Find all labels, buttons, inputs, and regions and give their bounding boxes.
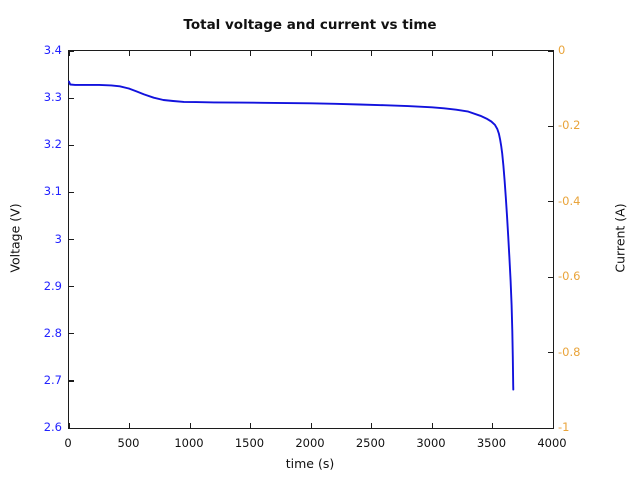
x-tick-mark-top [552, 51, 554, 56]
y-tick-mark-left [69, 191, 74, 194]
x-tick-mark [492, 423, 494, 428]
y-tick-label-left: 3.4 [43, 43, 62, 57]
x-tick-mark-top [492, 51, 494, 56]
y-tick-label-left: 3.1 [43, 184, 62, 199]
x-tick-mark [552, 423, 554, 428]
chart-title: Total voltage and current vs time [183, 17, 437, 33]
y-tick-mark-left [69, 50, 74, 52]
x-tick-label: 2000 [295, 436, 325, 450]
plot-area [68, 50, 554, 429]
voltage-curve [68, 80, 515, 391]
x-tick-mark-top [310, 51, 312, 56]
x-tick-mark [310, 423, 312, 428]
x-tick-mark-top [371, 51, 373, 56]
y-tick-label-left: 2.8 [43, 325, 62, 340]
y-tick-mark-left [69, 239, 74, 241]
x-tick-mark [129, 423, 131, 428]
x-tick-label: 2500 [355, 436, 386, 450]
y-axis-label-left: Voltage (V) [7, 203, 23, 273]
y-tick-label-left: 2.9 [43, 278, 62, 293]
x-tick-mark-top [189, 51, 191, 56]
y-axis-label-right: Current (A) [612, 203, 628, 273]
x-tick-label: 3000 [416, 436, 446, 450]
y-tick-mark-right [548, 352, 553, 354]
x-tick-mark-top [250, 51, 252, 56]
y-tick-label-right: 0 [558, 43, 566, 57]
x-tick-mark [431, 423, 433, 428]
y-tick-label-right: -0.8 [558, 344, 581, 359]
x-tick-label: 500 [117, 436, 140, 450]
x-tick-mark-top [129, 51, 131, 56]
y-tick-label-right: -0.4 [558, 193, 581, 208]
y-tick-label-left: 3 [54, 231, 62, 246]
voltage-line [68, 80, 515, 391]
y-tick-mark-left [69, 380, 74, 382]
y-tick-label-left: 2.6 [43, 420, 62, 434]
y-tick-mark-right [548, 201, 553, 203]
x-axis-label: time (s) [285, 456, 335, 471]
y-tick-mark-right [548, 276, 553, 278]
y-tick-mark-right [548, 125, 553, 128]
x-tick-mark-top [431, 51, 433, 56]
x-tick-mark [189, 423, 191, 428]
x-tick-mark [250, 423, 252, 428]
y-tick-mark-left [69, 144, 74, 146]
y-tick-mark-left [69, 97, 74, 99]
y-tick-label-right: -0.2 [558, 118, 581, 133]
y-tick-mark-right [548, 427, 553, 429]
y-tick-mark-left [69, 427, 74, 429]
x-tick-mark [68, 423, 70, 428]
x-tick-label: 4000 [537, 436, 567, 450]
y-tick-mark-left [69, 333, 74, 335]
y-tick-label-left: 2.7 [43, 372, 62, 387]
y-tick-label-right: -0.6 [558, 269, 581, 284]
x-tick-mark-top [68, 51, 70, 56]
x-tick-label: 1500 [234, 436, 265, 450]
x-tick-label: 1000 [174, 436, 204, 450]
x-tick-label: 0 [64, 436, 72, 450]
y-tick-label-left: 3.3 [43, 90, 62, 105]
y-tick-label-right: -1 [558, 420, 570, 434]
y-tick-mark-right [548, 50, 553, 52]
x-tick-label: 3500 [476, 436, 507, 450]
x-tick-mark [371, 423, 373, 428]
y-tick-label-left: 3.2 [43, 137, 62, 152]
y-tick-mark-left [69, 286, 74, 288]
